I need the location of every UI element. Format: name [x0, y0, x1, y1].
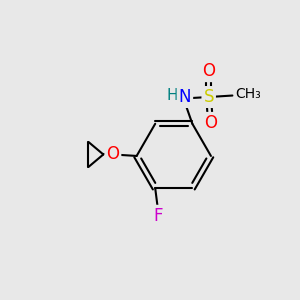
- Text: F: F: [153, 207, 163, 225]
- Text: CH₃: CH₃: [235, 87, 261, 101]
- Text: S: S: [203, 88, 214, 106]
- Text: H: H: [167, 88, 178, 103]
- Text: O: O: [106, 146, 119, 164]
- Text: N: N: [179, 88, 191, 106]
- Text: O: O: [204, 114, 217, 132]
- Text: O: O: [202, 62, 215, 80]
